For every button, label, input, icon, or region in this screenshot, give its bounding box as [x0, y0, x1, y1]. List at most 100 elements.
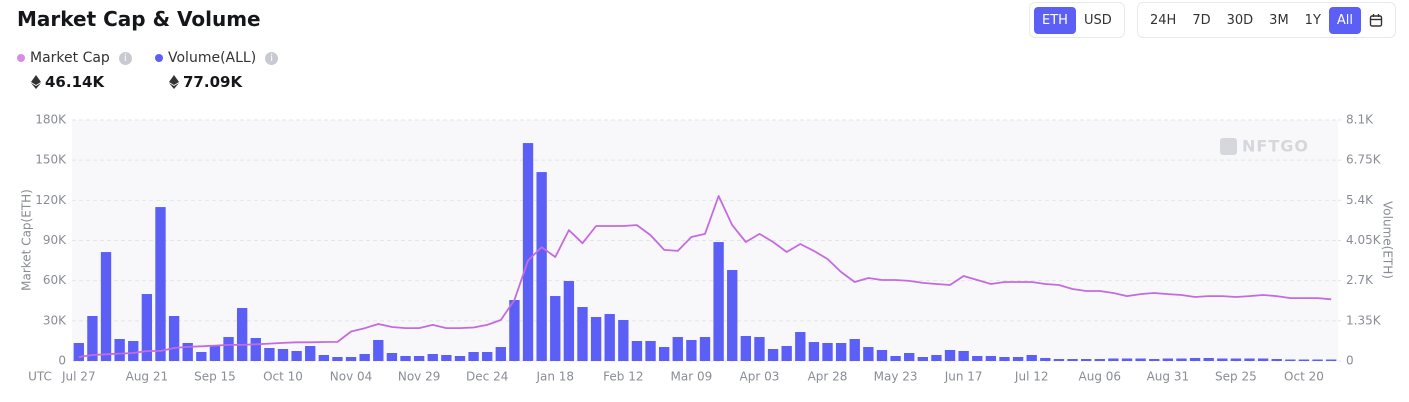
bar [1298, 359, 1310, 361]
bar [917, 357, 928, 361]
bar [100, 252, 112, 361]
bar [522, 143, 534, 361]
bar [618, 320, 629, 361]
toggle-button[interactable]: ETH [1034, 6, 1076, 34]
bar [727, 270, 738, 361]
info-icon[interactable]: i [265, 51, 279, 65]
bar [277, 349, 289, 361]
bar [672, 337, 683, 361]
bar [223, 337, 234, 361]
bar [904, 352, 915, 361]
y-tick-label: 150K [35, 153, 67, 167]
y-tick-label: 120K [35, 193, 67, 207]
toggle-button[interactable]: 30D [1226, 12, 1254, 28]
bar [1285, 359, 1296, 361]
bar [863, 347, 874, 361]
toggle-button[interactable]: 1Y [1304, 12, 1321, 28]
bar [944, 349, 956, 361]
stat-value: 77.09K [183, 73, 243, 91]
bar [196, 352, 207, 361]
bar [250, 338, 261, 361]
x-tick-label: Aug 31 [1147, 370, 1190, 384]
x-tick-label: Dec 24 [466, 370, 508, 384]
bar [658, 347, 670, 361]
bar [332, 357, 343, 361]
legend-entry[interactable]: Volume(ALL) i [155, 50, 279, 66]
bar [1326, 359, 1337, 361]
y-tick-label: 180K [35, 113, 67, 127]
toggle-button[interactable]: 7D [1192, 12, 1211, 28]
bar [1053, 359, 1065, 361]
bar [345, 357, 357, 361]
bar [1121, 358, 1133, 361]
legend-label: Volume(ALL) [168, 50, 257, 66]
bar [1244, 358, 1255, 361]
x-tick-label: Oct 10 [263, 370, 303, 384]
bar [631, 341, 643, 361]
info-icon[interactable]: i [118, 51, 132, 65]
bar [155, 207, 166, 361]
bar [400, 356, 411, 361]
bar [999, 357, 1010, 361]
x-tick-label: May 23 [874, 370, 918, 384]
plot-background [72, 120, 1338, 361]
bar [1203, 357, 1214, 361]
legend-entry[interactable]: Market Cap i [17, 50, 132, 66]
bar [114, 339, 125, 361]
stat: 46.14K [31, 73, 104, 91]
bar [386, 352, 398, 361]
bar [563, 281, 575, 361]
x-tick-label: Aug 21 [126, 370, 169, 384]
bar [1040, 357, 1051, 361]
watermark-logo [1220, 138, 1237, 155]
x-axis-title: UTC [28, 370, 52, 384]
bar [699, 337, 711, 361]
legend-dot [155, 54, 163, 62]
bar [1135, 358, 1146, 361]
bar [645, 341, 656, 361]
bar [1026, 354, 1037, 361]
y2-tick-label: 2.7K [1346, 273, 1374, 287]
toggle-button[interactable]: USD [1083, 12, 1112, 28]
x-tick-label: Oct 20 [1284, 370, 1324, 384]
bar [209, 346, 221, 361]
bar [291, 351, 302, 361]
toggle-button[interactable]: 24H [1150, 12, 1177, 28]
bar [141, 294, 153, 361]
x-tick-label: Feb 12 [603, 370, 643, 384]
bar [876, 349, 888, 361]
bar [1176, 358, 1187, 361]
toggle-button[interactable]: 3M [1269, 12, 1289, 28]
x-tick-label: Mar 09 [671, 370, 713, 384]
bar [931, 354, 942, 361]
bar [73, 342, 84, 361]
x-tick-label: Jun 17 [944, 370, 983, 384]
line [78, 195, 1332, 358]
bar [87, 316, 98, 361]
bar [985, 356, 997, 361]
bar [441, 354, 452, 361]
bar [781, 346, 792, 361]
bar [495, 347, 506, 361]
x-tick-label: Nov 04 [330, 370, 373, 384]
bar [509, 300, 520, 361]
x-tick-label: Sep 15 [194, 370, 236, 384]
y-tick-label: 30K [43, 313, 67, 327]
x-tick-label: Apr 28 [808, 370, 848, 384]
y-tick-label: 0 [58, 354, 66, 368]
y2-axis-title: Volume(ETH) [1381, 201, 1395, 279]
bar [305, 346, 316, 361]
bar [795, 332, 806, 361]
bar [754, 337, 765, 361]
y2-tick-label: 6.75K [1346, 153, 1382, 167]
x-tick-label: Jul 12 [1014, 370, 1049, 384]
bar [427, 354, 438, 361]
bar [890, 356, 901, 361]
bar [373, 339, 384, 361]
bar [1189, 357, 1201, 361]
y2-tick-label: 8.1K [1346, 113, 1374, 127]
calendar-button[interactable] [1361, 7, 1391, 34]
toggle-button[interactable]: All [1328, 6, 1362, 34]
stat-value: 46.14K [45, 73, 105, 91]
bar [413, 356, 425, 361]
